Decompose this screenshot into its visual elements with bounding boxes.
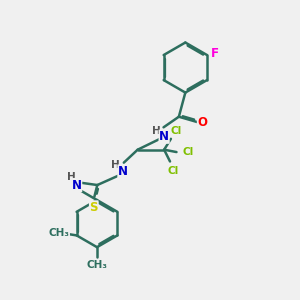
Text: F: F	[211, 47, 219, 60]
Text: N: N	[118, 165, 128, 178]
Text: Cl: Cl	[182, 147, 193, 157]
Text: Cl: Cl	[170, 126, 182, 136]
Text: CH₃: CH₃	[48, 228, 69, 238]
Text: H: H	[111, 160, 120, 170]
Text: Cl: Cl	[167, 166, 178, 176]
Text: H: H	[67, 172, 76, 182]
Text: CH₃: CH₃	[86, 260, 107, 270]
Text: H: H	[152, 126, 161, 136]
Text: S: S	[89, 201, 98, 214]
Text: N: N	[159, 130, 169, 143]
Text: N: N	[72, 178, 82, 191]
Text: O: O	[197, 116, 207, 128]
